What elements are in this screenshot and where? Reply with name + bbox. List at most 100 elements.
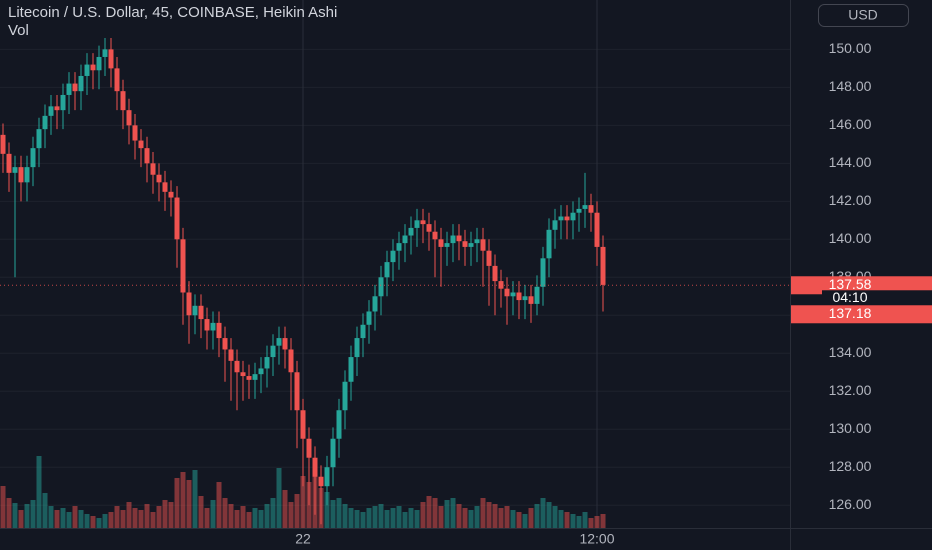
candle-body <box>150 163 156 175</box>
currency-label[interactable]: USD <box>848 7 878 23</box>
volume-bar <box>378 504 384 528</box>
volume-bar <box>324 492 330 528</box>
candle-body <box>324 467 330 487</box>
y-tick-label: 132.00 <box>829 382 872 398</box>
volume-bar <box>240 506 246 528</box>
volume-bar <box>228 504 234 528</box>
volume-bar <box>66 512 72 528</box>
volume-bar <box>0 486 6 528</box>
candle-body <box>462 241 468 247</box>
volume-bar <box>198 496 204 528</box>
volume-bar <box>384 510 390 528</box>
y-tick-label: 126.00 <box>829 496 872 512</box>
candle-body <box>66 83 72 95</box>
candle-body <box>306 438 312 458</box>
candle-body <box>540 258 546 287</box>
candle-body <box>480 239 486 251</box>
x-tick-label: 22 <box>295 531 311 547</box>
candle-body <box>36 129 42 149</box>
y-tick-label: 140.00 <box>829 230 872 246</box>
volume-bar <box>408 508 414 528</box>
candle-body <box>240 372 246 377</box>
candle-body <box>42 115 48 130</box>
volume-bar <box>234 510 240 528</box>
countdown-label: 04:10 <box>832 289 867 305</box>
candle-body <box>330 438 336 468</box>
plot-area <box>0 0 790 528</box>
volume-bar <box>564 512 570 528</box>
volume-bar <box>516 512 522 528</box>
candle-body <box>162 182 168 192</box>
y-tick-label: 144.00 <box>829 154 872 170</box>
candle-body <box>336 410 342 439</box>
volume-bar <box>246 512 252 528</box>
volume-bar <box>450 498 456 528</box>
volume-bar <box>414 510 420 528</box>
candle-body <box>534 286 540 304</box>
volume-bar <box>474 506 480 528</box>
candle-body <box>360 324 366 339</box>
volume-bar <box>276 468 282 528</box>
volume-bar <box>570 514 576 528</box>
candle-body <box>156 174 162 183</box>
candle-body <box>414 220 420 228</box>
volume-bar <box>282 490 288 528</box>
candle-body <box>402 235 408 244</box>
volume-bar <box>84 514 90 528</box>
volume-bar <box>156 506 162 528</box>
volume-bar <box>252 508 258 528</box>
volume-bar <box>480 498 486 528</box>
volume-bar <box>186 480 192 528</box>
candle-body <box>582 205 588 209</box>
last-price-label: 137.58 <box>829 276 872 292</box>
marker-price-box <box>791 305 932 324</box>
candle-body <box>18 167 24 183</box>
candle-body <box>594 212 600 247</box>
candle-body <box>270 345 276 358</box>
candle-body <box>132 125 138 141</box>
candle-body <box>588 205 594 213</box>
candle-body <box>12 167 18 173</box>
candle-body <box>600 246 606 285</box>
candle-body <box>564 216 570 221</box>
volume-bar <box>432 498 438 528</box>
candle-body <box>576 208 582 213</box>
volume-bar <box>576 516 582 528</box>
volume-bar <box>420 502 426 528</box>
candle-body <box>72 83 78 92</box>
volume-bar <box>348 508 354 528</box>
y-tick-label: 128.00 <box>829 458 872 474</box>
currency-button[interactable] <box>818 4 909 27</box>
volume-bar <box>522 514 528 528</box>
candle-body <box>114 68 120 92</box>
volume-bar <box>552 506 558 528</box>
volume-label: Vol <box>8 22 29 39</box>
volume-bar <box>108 512 114 528</box>
volume-bar <box>114 506 120 528</box>
volume-bar <box>96 518 102 528</box>
candle-body <box>180 239 186 293</box>
candle-body <box>570 212 576 221</box>
volume-bar <box>600 514 606 528</box>
candle-body <box>198 305 204 320</box>
candle-body <box>432 231 438 240</box>
candle-body <box>396 243 402 251</box>
y-tick-label: 148.00 <box>829 78 872 94</box>
volume-bar <box>42 493 48 528</box>
volume-bar <box>120 510 126 528</box>
volume-bar <box>288 502 294 528</box>
candle-body <box>390 250 396 263</box>
candle-body <box>222 338 228 350</box>
candle-body <box>216 322 222 339</box>
volume-bar <box>372 506 378 528</box>
candle-body <box>210 322 216 331</box>
volume-bar <box>60 508 66 528</box>
volume-bar <box>138 510 144 528</box>
candle-body <box>120 91 126 111</box>
candle-body <box>78 75 84 92</box>
candle-body <box>96 56 102 71</box>
candle-body <box>546 229 552 259</box>
candle-body <box>54 106 60 111</box>
volume-bar <box>132 508 138 528</box>
